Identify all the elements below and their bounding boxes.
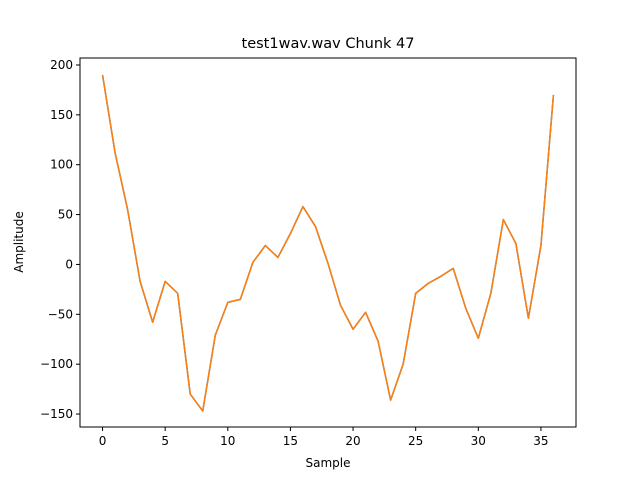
y-tick-label: 150: [50, 108, 73, 122]
y-tick-label: 200: [50, 58, 73, 72]
x-tick-label: 25: [408, 434, 423, 448]
plot-frame: [79, 57, 577, 428]
chart-title: test1wav.wav Chunk 47: [242, 36, 415, 52]
x-tick-label: 5: [161, 434, 169, 448]
x-tick-label: 0: [99, 434, 107, 448]
tick-layer: 0 5 10 15 20 25 30 35 −150 −100 −50 0 50 100 150 200: [40, 58, 549, 448]
y-tick-label: −150: [40, 407, 73, 421]
y-tick-label: 50: [58, 208, 73, 222]
x-tick-label: 10: [220, 434, 235, 448]
series-line-2: [101, 74, 555, 412]
x-tick-label: 20: [345, 434, 360, 448]
x-tick-label: 15: [283, 434, 298, 448]
series-layer: [101, 74, 555, 412]
x-axis-label: Sample: [306, 456, 351, 470]
y-tick-label: 0: [65, 257, 73, 271]
y-axis-label: Amplitude: [12, 211, 26, 273]
x-tick-label: 30: [471, 434, 486, 448]
y-tick-label: −50: [48, 307, 73, 321]
y-tick-label: 100: [50, 158, 73, 172]
x-tick-label: 35: [533, 434, 548, 448]
y-tick-label: −100: [40, 357, 73, 371]
